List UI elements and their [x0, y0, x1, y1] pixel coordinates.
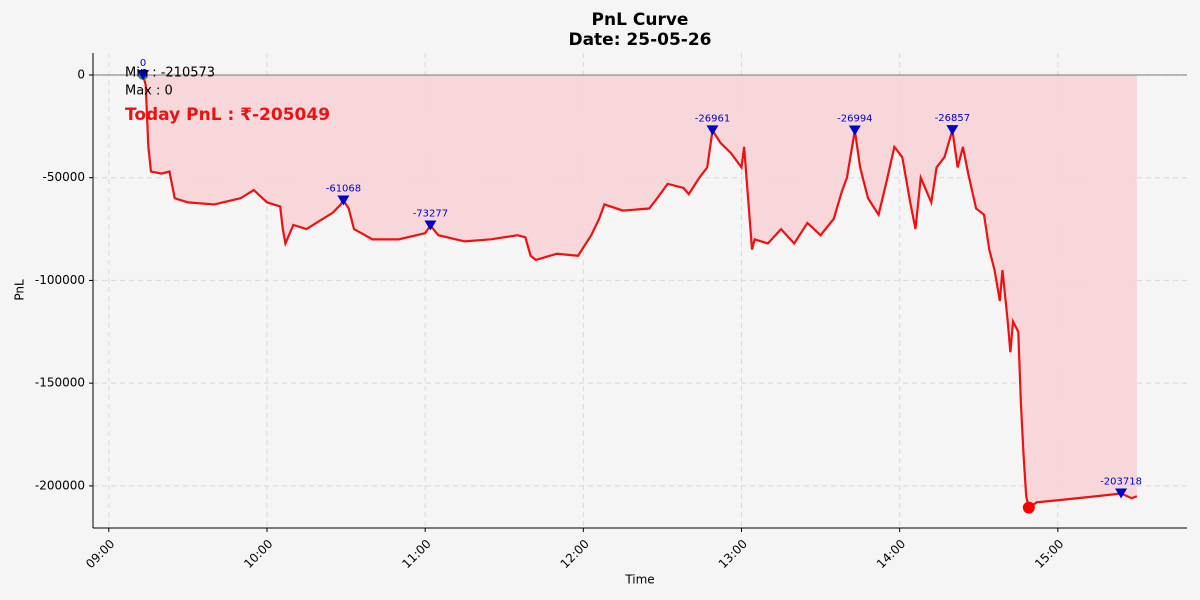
chart-title: PnL Curve — [592, 10, 689, 30]
annotation: Max : 0 — [125, 84, 173, 99]
peak-marker — [337, 195, 350, 206]
annotation: Min : -210573 — [125, 66, 215, 81]
peak-marker — [848, 125, 861, 136]
y-tick-label: -200000 — [35, 478, 85, 492]
peak-label: -61068 — [326, 183, 361, 194]
y-tick-label: 0 — [77, 67, 85, 81]
y-tick-label: -100000 — [35, 273, 85, 287]
y-tick-label: -150000 — [35, 376, 85, 390]
peak-label: 0 — [140, 58, 146, 69]
peak-marker — [424, 220, 437, 231]
today-pnl: Today PnL : ₹-205049 — [125, 105, 330, 125]
y-tick-label: -50000 — [42, 170, 85, 184]
peak-label: -26994 — [837, 113, 872, 124]
min-point — [1022, 501, 1035, 514]
peak-marker — [137, 69, 150, 80]
x-axis-label: Time — [624, 573, 654, 587]
y-axis-label: PnL — [13, 279, 27, 301]
peak-label: -203718 — [1100, 477, 1142, 488]
area — [143, 74, 1137, 508]
chart-subtitle: Date: 25-05-26 — [568, 30, 711, 50]
peak-marker — [706, 125, 719, 136]
peak-label: -26857 — [935, 113, 970, 124]
peak-label: -26961 — [695, 113, 730, 124]
peak-label: -73277 — [413, 209, 448, 220]
line — [142, 74, 1138, 510]
peak-marker — [946, 125, 959, 136]
peak-marker — [1115, 488, 1128, 499]
